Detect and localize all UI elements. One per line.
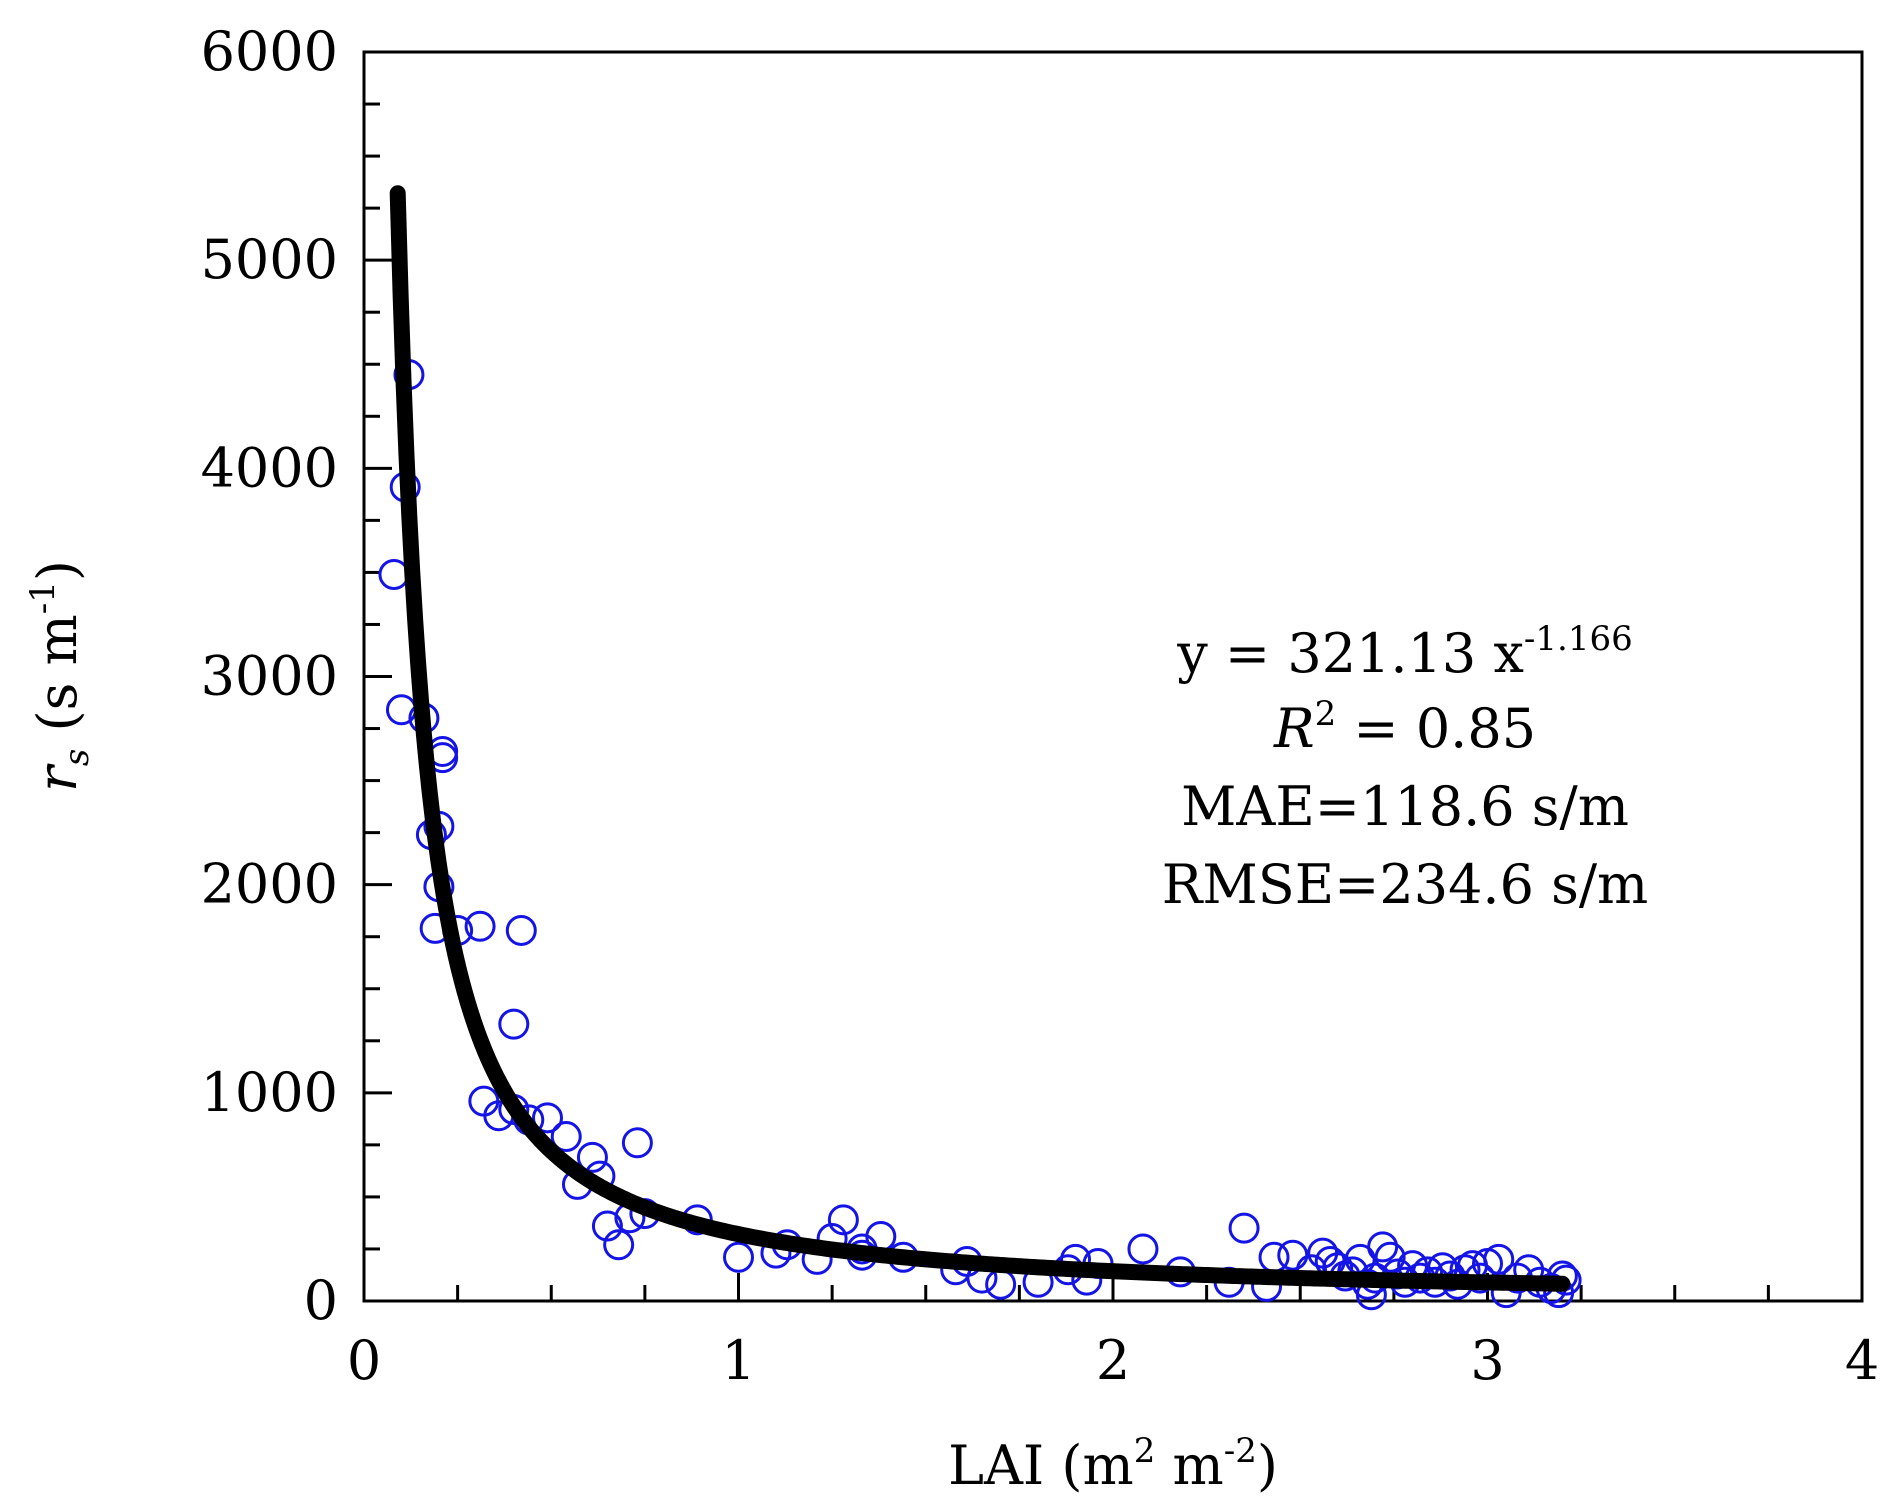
x-tick-label: 3 [1470,1329,1504,1392]
y-tick-label: 4000 [201,436,338,499]
x-tick-label: 0 [347,1329,381,1392]
x-tick-label: 4 [1845,1329,1879,1392]
y-tick-label: 2000 [201,853,338,916]
y-tick-label: 0 [304,1269,338,1332]
data-point [621,1127,653,1159]
x-axis-title-end: ) [1257,1434,1278,1497]
data-point [550,1121,582,1153]
data-point [591,1210,623,1242]
data-point [378,558,410,590]
y-tick-label: 3000 [201,645,338,708]
data-point [498,1008,530,1040]
data-point [827,1204,859,1236]
data-point [1367,1231,1399,1263]
data-point [505,914,537,946]
data-point [576,1141,608,1173]
data-point [1127,1233,1159,1265]
mae-annotation: MAE=118.6 s/m [1181,775,1629,838]
x-axis-title-sup2: -2 [1224,1431,1257,1471]
y-axis-title-sup: -1 [23,581,63,614]
r2-annotation: R2 = 0.85 [1273,694,1536,760]
data-point [532,1102,564,1134]
equation-annotation: y = 321.13 x-1.166 [1176,619,1632,685]
y-axis-title-base: (s m [26,614,89,748]
r2-symbol: R [1273,697,1315,760]
equation-lhs: y = 321.13 x [1176,622,1524,685]
x-tick-label: 2 [1096,1329,1130,1392]
y-axis-title-italic: r [26,763,89,792]
y-axis-title-end: ) [26,560,89,581]
y-tick-label: 1000 [201,1061,338,1124]
y-tick-label: 6000 [201,20,338,83]
equation-exponent: -1.166 [1524,619,1633,659]
x-axis-title-mid: m [1155,1434,1223,1497]
data-point [603,1229,635,1261]
fit-curve [389,185,1571,1292]
x-axis-title: LAI (m2 m-2) [948,1431,1278,1497]
x-axis-title-base: LAI (m [948,1434,1134,1497]
y-axis-title-sub: s [57,749,97,766]
data-point [1228,1212,1260,1244]
axis-tick-labels: 0 1000 2000 3000 4000 5000 6000 0 1 2 3 4 [201,20,1880,1392]
data-point [1277,1239,1309,1271]
r2-exponent: 2 [1315,694,1337,734]
y-axis-title: rs (s m-1) [23,560,97,792]
r2-value: = 0.85 [1336,697,1536,760]
data-point [723,1241,754,1273]
data-point [985,1268,1017,1300]
axis-ticks [362,50,1864,1303]
y-tick-label: 5000 [201,228,338,291]
data-point [464,910,496,942]
plot-frame [362,50,1864,1303]
data-point [1483,1243,1515,1275]
x-tick-label: 1 [721,1329,755,1392]
data-point [1374,1241,1406,1273]
rmse-annotation: RMSE=234.6 s/m [1162,853,1648,916]
x-axis-title-sup1: 2 [1134,1431,1156,1471]
